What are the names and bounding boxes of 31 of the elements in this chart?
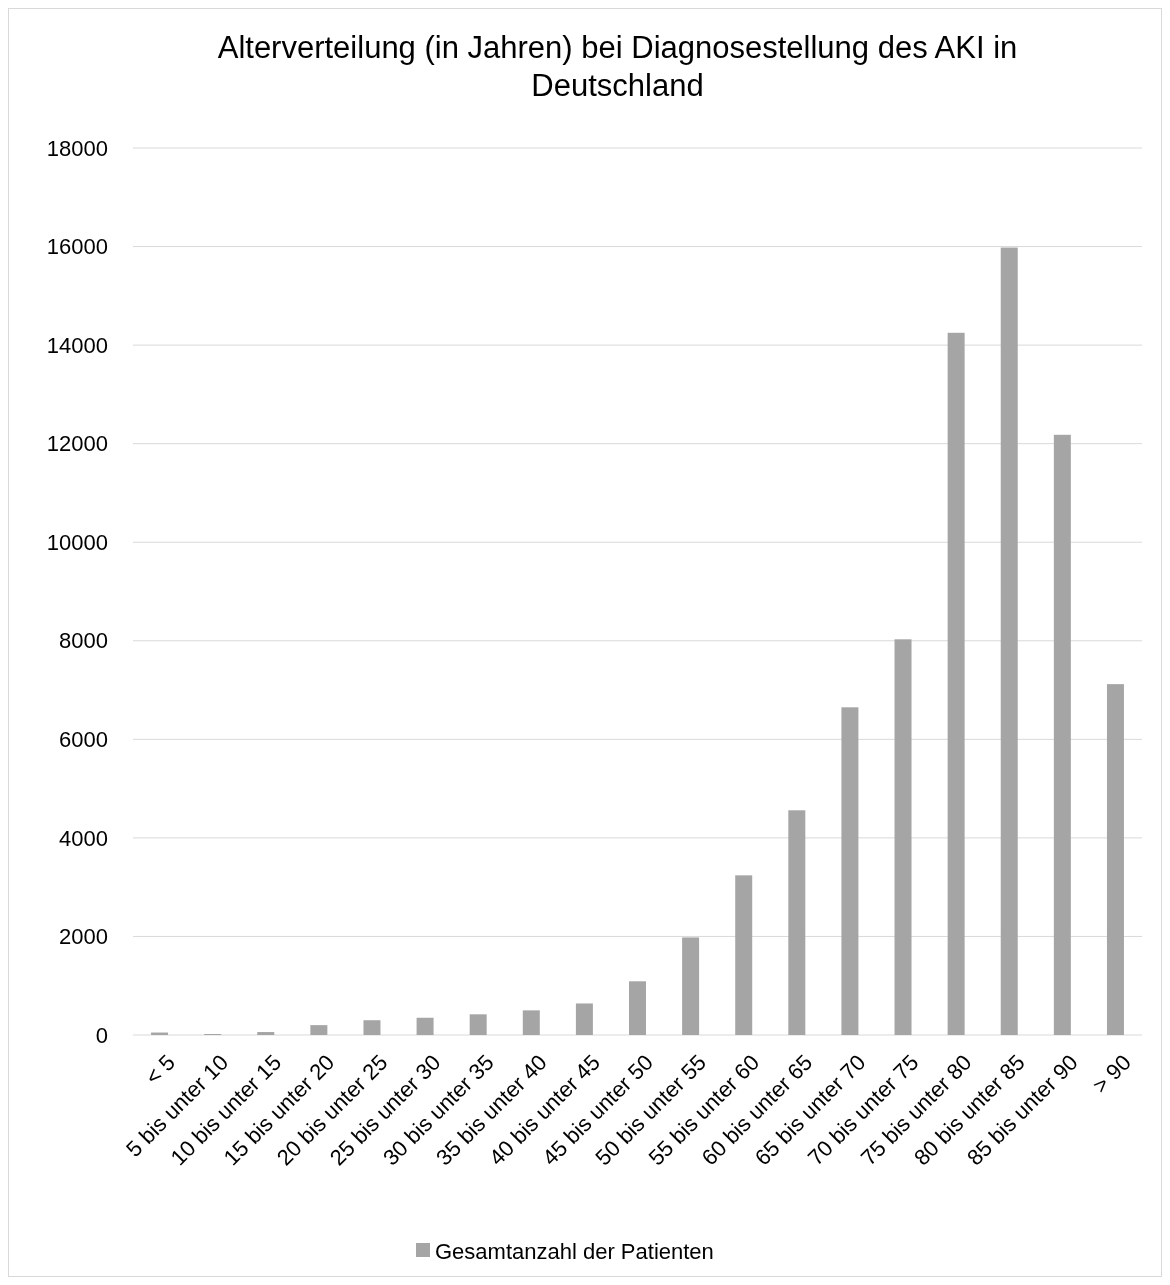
y-tick-label: 18000 xyxy=(46,135,108,161)
bar xyxy=(363,1020,381,1035)
bar xyxy=(1053,434,1071,1035)
y-tick-label: 10000 xyxy=(46,529,108,555)
bar xyxy=(788,810,806,1035)
y-tick-label: 16000 xyxy=(46,234,108,260)
legend-label: Gesamtanzahl der Patienten xyxy=(435,1238,714,1264)
y-tick-label: 4000 xyxy=(59,825,108,851)
bar xyxy=(1000,247,1018,1035)
bar xyxy=(416,1017,434,1035)
bar xyxy=(682,937,700,1035)
y-tick-label: 14000 xyxy=(46,332,108,358)
chart-title: Alterverteilung (in Jahren) bei Diagnosestellung des AKI in Deutschland xyxy=(217,30,1018,103)
y-tick-label: 8000 xyxy=(59,628,108,654)
y-tick-label: 12000 xyxy=(46,431,108,457)
bar xyxy=(257,1032,275,1035)
bar xyxy=(894,639,912,1035)
x-tick-label: < 5 xyxy=(140,1049,180,1090)
bar xyxy=(735,875,753,1035)
bar xyxy=(841,707,859,1035)
bar xyxy=(522,1010,540,1035)
bar xyxy=(310,1025,328,1035)
y-tick-label: 6000 xyxy=(59,727,108,753)
bar xyxy=(947,332,965,1035)
x-tick-label: > 90 xyxy=(1087,1049,1136,1099)
bar xyxy=(575,1003,593,1035)
bar xyxy=(1106,684,1124,1035)
bar xyxy=(469,1014,487,1035)
y-tick-label: 2000 xyxy=(59,924,108,950)
bar xyxy=(629,981,646,1035)
y-tick-label: 0 xyxy=(95,1022,108,1048)
